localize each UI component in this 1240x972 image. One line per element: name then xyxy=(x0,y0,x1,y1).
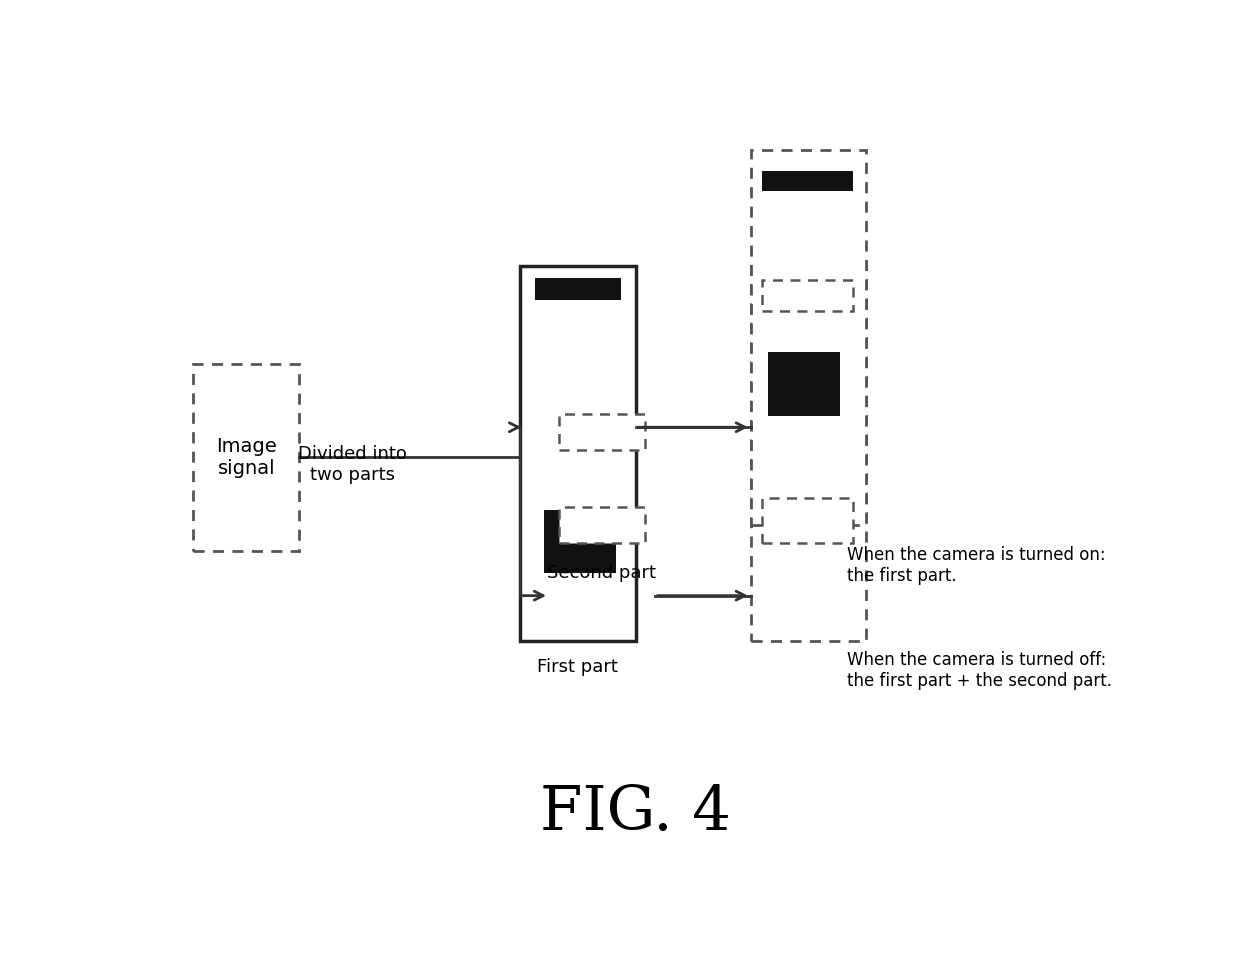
Text: When the camera is turned off:
the first part + the second part.: When the camera is turned off: the first… xyxy=(847,651,1112,690)
Bar xyxy=(768,353,841,416)
Text: Divided into
two parts: Divided into two parts xyxy=(298,445,407,484)
Bar xyxy=(193,364,299,551)
Text: Image
signal: Image signal xyxy=(216,436,277,477)
Bar xyxy=(558,414,645,450)
Bar xyxy=(544,509,616,573)
Bar xyxy=(751,151,867,525)
Bar xyxy=(534,278,621,300)
Text: Second part: Second part xyxy=(547,564,656,582)
Bar xyxy=(521,266,635,641)
Text: When the camera is turned on:
the first part.: When the camera is turned on: the first … xyxy=(847,546,1106,585)
Bar xyxy=(558,507,645,543)
Text: First part: First part xyxy=(537,658,619,676)
Bar xyxy=(763,280,853,311)
Text: FIG. 4: FIG. 4 xyxy=(539,782,732,843)
Bar xyxy=(763,499,853,543)
Bar xyxy=(751,266,867,641)
Bar xyxy=(763,170,853,191)
